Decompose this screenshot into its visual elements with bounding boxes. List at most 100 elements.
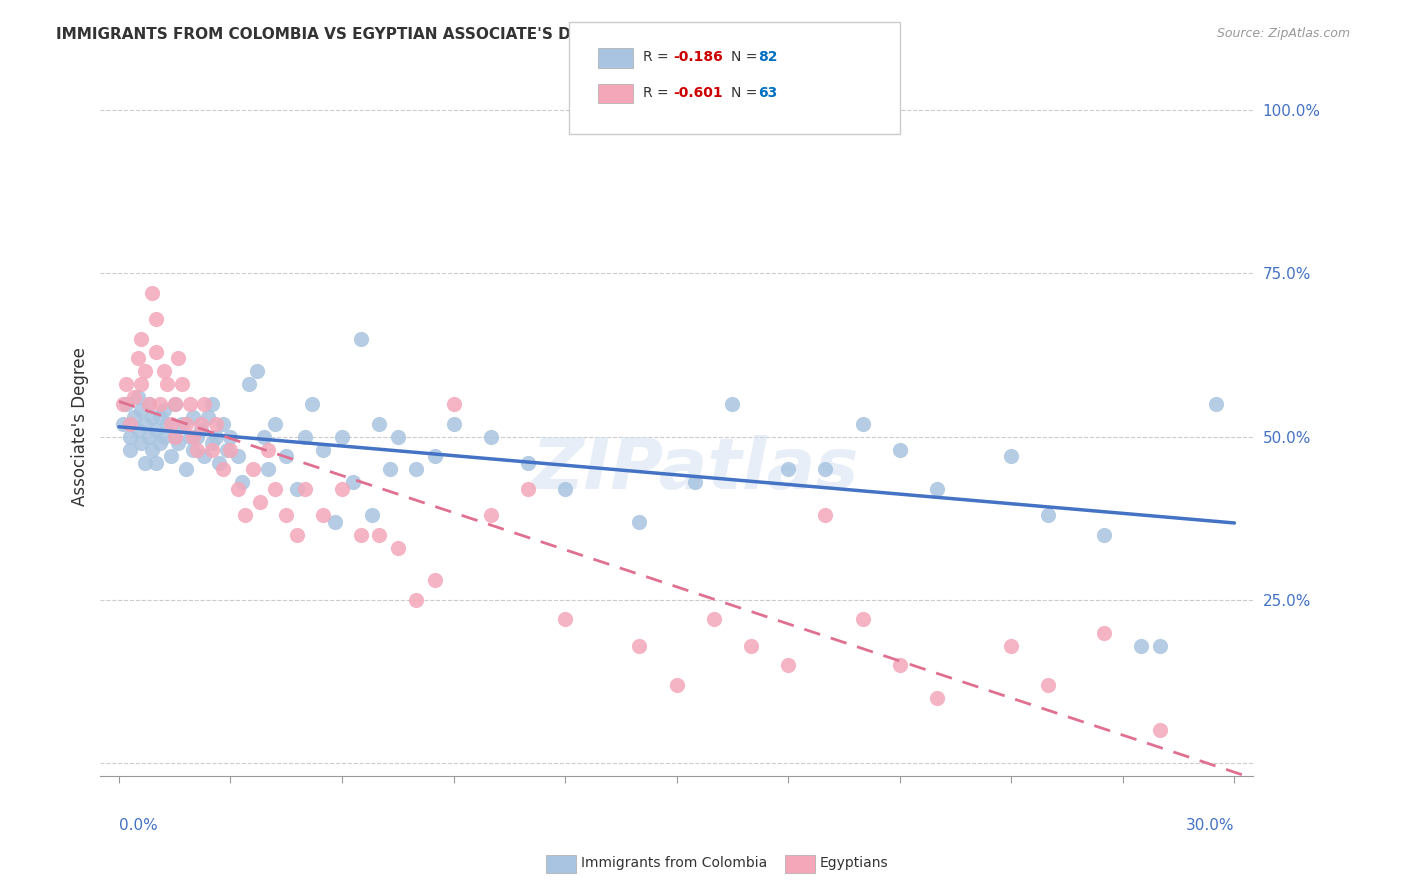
- Point: [156, 377, 179, 392]
- Text: N =: N =: [731, 86, 762, 100]
- Point: [172, 377, 194, 392]
- Point: [368, 527, 391, 541]
- Point: [138, 397, 160, 411]
- Point: [889, 658, 911, 673]
- Point: [264, 482, 287, 496]
- Point: [201, 436, 224, 450]
- Text: Immigrants from Colombia: Immigrants from Colombia: [581, 856, 766, 871]
- Point: [276, 449, 298, 463]
- Point: [193, 449, 215, 463]
- Point: [120, 442, 142, 457]
- Point: [145, 344, 167, 359]
- Point: [163, 429, 186, 443]
- Point: [1000, 449, 1022, 463]
- Point: [204, 417, 226, 431]
- Point: [665, 678, 688, 692]
- Point: [167, 351, 190, 366]
- Text: R =: R =: [643, 86, 672, 100]
- Point: [554, 482, 576, 496]
- Point: [122, 410, 145, 425]
- Point: [129, 377, 152, 392]
- Point: [149, 436, 172, 450]
- Point: [368, 417, 391, 431]
- Point: [349, 527, 371, 541]
- Point: [134, 456, 156, 470]
- Point: [554, 612, 576, 626]
- Point: [387, 429, 409, 443]
- Point: [120, 429, 142, 443]
- Point: [1205, 397, 1227, 411]
- Point: [186, 429, 208, 443]
- Point: [628, 515, 651, 529]
- Point: [814, 508, 837, 522]
- Point: [301, 397, 323, 411]
- Point: [245, 364, 267, 378]
- Point: [129, 403, 152, 417]
- Point: [129, 332, 152, 346]
- Point: [1000, 639, 1022, 653]
- Text: 0.0%: 0.0%: [120, 818, 157, 833]
- Point: [115, 377, 138, 392]
- Point: [264, 417, 287, 431]
- Point: [141, 410, 163, 425]
- Point: [141, 285, 163, 300]
- Point: [134, 364, 156, 378]
- Point: [163, 429, 186, 443]
- Text: Egyptians: Egyptians: [820, 856, 889, 871]
- Point: [122, 391, 145, 405]
- Point: [212, 462, 235, 476]
- Text: -0.186: -0.186: [673, 50, 723, 64]
- Point: [479, 429, 502, 443]
- Point: [242, 462, 264, 476]
- Point: [120, 417, 142, 431]
- Text: -0.601: -0.601: [673, 86, 723, 100]
- Point: [181, 429, 204, 443]
- Point: [152, 403, 174, 417]
- Point: [115, 397, 138, 411]
- Point: [215, 442, 238, 457]
- Point: [294, 429, 316, 443]
- Point: [193, 397, 215, 411]
- Point: [152, 429, 174, 443]
- Point: [201, 397, 224, 411]
- Point: [287, 482, 309, 496]
- Point: [851, 612, 873, 626]
- Point: [167, 436, 190, 450]
- Point: [156, 417, 179, 431]
- Point: [1038, 678, 1060, 692]
- Text: Source: ZipAtlas.com: Source: ZipAtlas.com: [1216, 27, 1350, 40]
- Point: [1038, 508, 1060, 522]
- Point: [778, 658, 800, 673]
- Point: [152, 364, 174, 378]
- Point: [628, 639, 651, 653]
- Point: [312, 508, 335, 522]
- Point: [238, 377, 260, 392]
- Point: [127, 351, 149, 366]
- Point: [312, 442, 335, 457]
- Point: [138, 429, 160, 443]
- Point: [163, 397, 186, 411]
- Point: [129, 436, 152, 450]
- Point: [111, 397, 134, 411]
- Point: [380, 462, 402, 476]
- Point: [249, 495, 271, 509]
- Point: [145, 312, 167, 326]
- Point: [219, 429, 242, 443]
- Text: ZIPatlas: ZIPatlas: [531, 434, 859, 504]
- Text: N =: N =: [731, 50, 762, 64]
- Point: [276, 508, 298, 522]
- Point: [423, 449, 446, 463]
- Point: [163, 397, 186, 411]
- Text: 30.0%: 30.0%: [1185, 818, 1234, 833]
- Point: [330, 429, 353, 443]
- Text: 63: 63: [758, 86, 778, 100]
- Point: [190, 423, 212, 437]
- Point: [925, 690, 948, 705]
- Point: [127, 423, 149, 437]
- Point: [1092, 625, 1115, 640]
- Point: [160, 449, 183, 463]
- Point: [186, 442, 208, 457]
- Point: [181, 442, 204, 457]
- Point: [294, 482, 316, 496]
- Text: R =: R =: [643, 50, 672, 64]
